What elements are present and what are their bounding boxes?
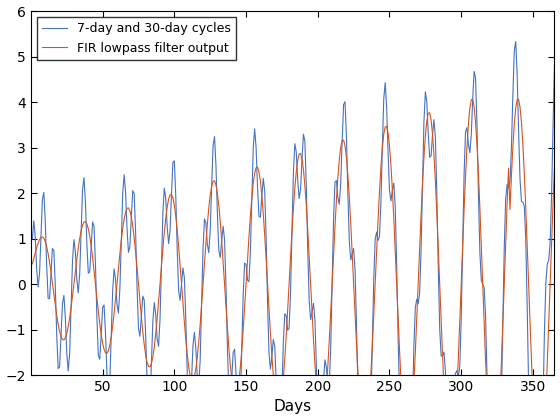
7-day and 30-day cycles: [172, 194, 179, 199]
FIR lowpass filter output: [172, 213, 179, 218]
Line: 7-day and 30-day cycles: 7-day and 30-day cycles: [32, 42, 554, 420]
7-day and 30-day cycles: [477, 249, 483, 255]
FIR lowpass filter output: [551, 165, 558, 171]
FIR lowpass filter output: [469, 97, 476, 102]
7-day and 30-day cycles: [139, 294, 146, 299]
FIR lowpass filter output: [139, 329, 146, 334]
FIR lowpass filter output: [237, 365, 244, 370]
FIR lowpass filter output: [240, 328, 246, 333]
FIR lowpass filter output: [478, 242, 484, 247]
7-day and 30-day cycles: [551, 63, 558, 68]
7-day and 30-day cycles: [237, 400, 244, 405]
X-axis label: Days: Days: [274, 399, 312, 415]
7-day and 30-day cycles: [240, 292, 246, 297]
Legend: 7-day and 30-day cycles, FIR lowpass filter output: 7-day and 30-day cycles, FIR lowpass fil…: [37, 17, 236, 60]
Line: FIR lowpass filter output: FIR lowpass filter output: [32, 99, 554, 420]
FIR lowpass filter output: [530, 394, 536, 399]
FIR lowpass filter output: [29, 261, 36, 266]
7-day and 30-day cycles: [512, 39, 519, 44]
7-day and 30-day cycles: [29, 236, 36, 241]
